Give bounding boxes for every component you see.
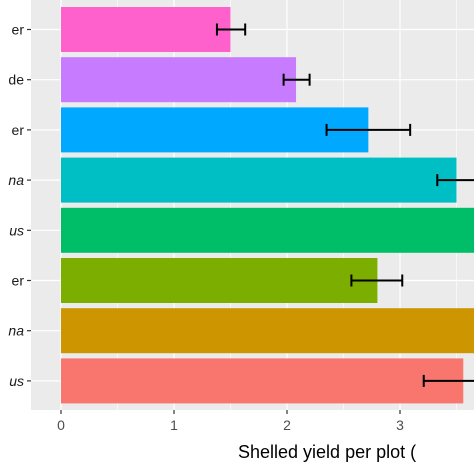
bar	[61, 157, 457, 203]
y-tick-label: na	[8, 323, 24, 339]
x-tick-label: 1	[170, 417, 178, 433]
y-tick-label: us	[9, 222, 24, 238]
y-tick-label: na	[8, 172, 24, 188]
bar	[61, 258, 378, 303]
x-tick-label: 2	[283, 417, 291, 433]
x-axis: 0 1 2 3	[57, 410, 404, 433]
bar	[61, 57, 297, 103]
bar	[61, 207, 474, 253]
bar	[61, 107, 369, 153]
y-tick-label: us	[9, 373, 24, 389]
bars	[61, 7, 474, 404]
y-tick-label: er	[12, 122, 25, 138]
x-tick-label: 0	[57, 417, 65, 433]
bar	[61, 308, 474, 354]
x-axis-title: Shelled yield per plot (	[238, 442, 416, 462]
y-tick-label: de	[8, 72, 24, 88]
error-bars	[215, 23, 474, 387]
y-axis: er de er na us er na us	[8, 22, 31, 389]
bar	[61, 7, 231, 52]
bar	[61, 358, 464, 404]
y-tick-label: er	[12, 22, 25, 38]
y-tick-label: er	[12, 273, 25, 289]
x-tick-label: 3	[396, 417, 404, 433]
